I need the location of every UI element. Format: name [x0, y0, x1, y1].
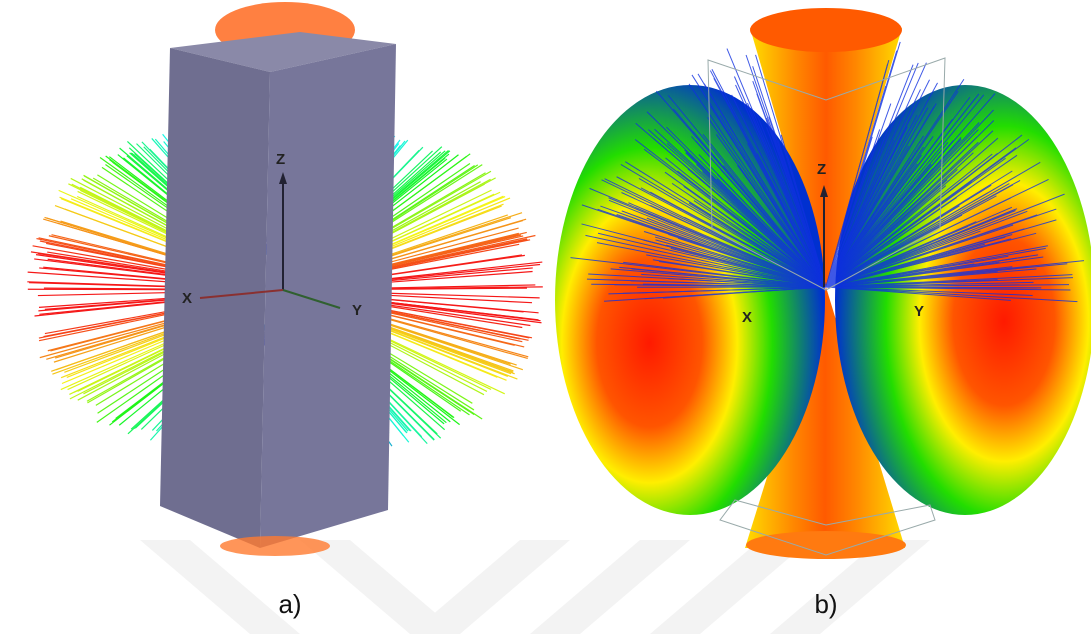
panel-b: Z X Y	[555, 8, 1091, 559]
axis-label: X	[742, 309, 752, 326]
caption: b)	[814, 589, 837, 619]
axis-label: Z	[817, 161, 826, 178]
axis-label: Y	[914, 303, 924, 320]
axis-label: Z	[276, 151, 285, 168]
cone-cap	[750, 8, 902, 52]
box-left	[160, 48, 270, 548]
caption: a)	[278, 589, 301, 619]
panel-a: Z X Y	[27, 2, 542, 556]
box-right	[260, 44, 396, 548]
axis-label: X	[182, 290, 192, 307]
axis-label: Y	[352, 302, 362, 319]
bottom-disk	[220, 536, 330, 556]
